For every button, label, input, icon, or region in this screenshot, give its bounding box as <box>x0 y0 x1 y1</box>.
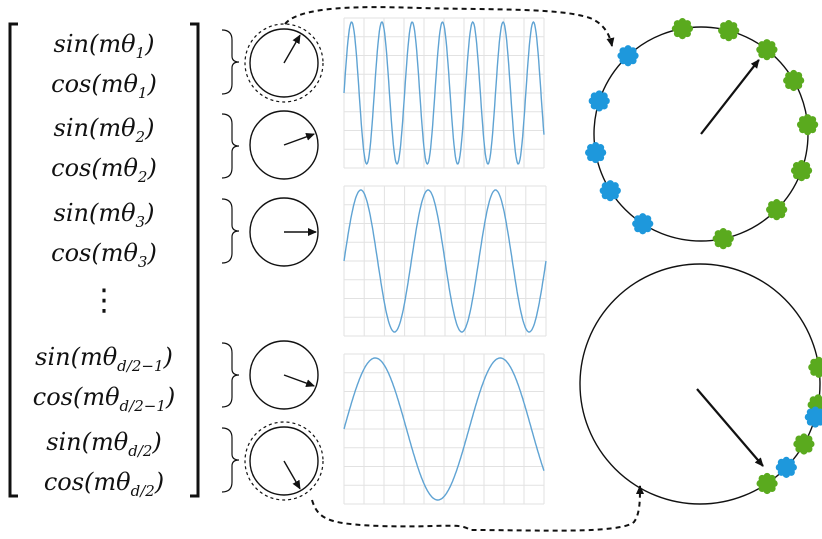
marker-core <box>810 359 822 376</box>
wave-panel <box>343 17 545 169</box>
green-marker <box>796 114 819 136</box>
pair-brace <box>221 427 240 493</box>
vector-entry: cos(mθ3) <box>51 239 157 271</box>
big-circle-top <box>585 18 819 250</box>
pair-brace <box>221 198 240 264</box>
dial-circle <box>249 340 319 410</box>
marker-core <box>720 22 737 39</box>
green-marker <box>671 18 694 40</box>
green-marker <box>712 228 734 250</box>
wave-panel <box>343 353 545 505</box>
dial-highlight-ring <box>244 421 324 501</box>
blue-marker <box>775 456 797 478</box>
green-marker <box>783 69 805 92</box>
dial-circle <box>249 426 319 496</box>
big-circles <box>579 18 822 505</box>
big-circle <box>579 263 821 505</box>
marker-core <box>768 201 785 218</box>
big-circle-arrow <box>700 59 760 135</box>
pair-braces <box>221 29 240 493</box>
blue-marker <box>804 406 822 428</box>
dial-circle <box>249 28 319 98</box>
wave-curve <box>343 189 547 333</box>
green-marker <box>756 472 778 495</box>
blue-marker <box>585 141 607 164</box>
vector-bracket-left <box>8 22 18 498</box>
dial-arrow <box>283 133 316 146</box>
marker-core <box>619 47 637 64</box>
dial-arrow <box>283 374 316 387</box>
pair-brace <box>221 29 240 95</box>
marker-core <box>795 435 813 453</box>
blue-marker <box>617 45 639 67</box>
big-circle-bottom <box>579 263 822 505</box>
marker-core <box>758 475 776 492</box>
connector-bottom-arrow <box>311 485 644 532</box>
marker-core <box>634 215 651 232</box>
vector-entry: sin(mθd/2) <box>46 428 162 460</box>
green-marker <box>790 159 813 182</box>
dial-circle <box>249 197 319 267</box>
marker-core <box>799 116 816 133</box>
marker-core <box>758 41 776 58</box>
vector-entry: sin(mθ1) <box>54 30 155 62</box>
green-marker <box>756 39 778 61</box>
connector-top-arrow <box>284 6 615 47</box>
marker-core <box>715 230 732 247</box>
rotation-dial <box>249 340 319 410</box>
marker-core <box>807 408 822 426</box>
marker-core <box>785 72 802 89</box>
rotation-dial <box>244 23 324 103</box>
green-marker <box>793 433 815 455</box>
pair-brace <box>221 113 240 179</box>
rotation-dial <box>249 197 319 267</box>
blue-marker <box>632 213 654 235</box>
vector-entry: sin(mθd/2−1) <box>35 343 173 375</box>
marker-core <box>587 144 604 161</box>
marker-core <box>674 20 691 37</box>
dial-highlight-ring <box>244 23 324 103</box>
vector-bracket-right <box>190 22 200 498</box>
green-marker <box>766 199 788 221</box>
blue-marker <box>588 90 610 112</box>
big-circle-arrow <box>696 388 764 467</box>
vector-entry: cos(mθ1) <box>51 70 157 102</box>
vertical-ellipsis: ⋮ <box>89 283 119 318</box>
marker-core <box>778 459 795 476</box>
vector-entry: cos(mθd/2) <box>44 468 164 500</box>
green-marker <box>808 356 822 378</box>
wave-panel <box>343 185 547 337</box>
pair-brace <box>221 342 240 408</box>
dial-circle <box>249 110 319 180</box>
wave-curve <box>343 20 545 166</box>
dial-arrow <box>283 34 301 64</box>
vector-entries: sin(mθ1) cos(mθ1) sin(mθ2) cos(mθ2) sin(mθ3)… <box>33 30 175 500</box>
wave-panels <box>343 17 547 505</box>
rotation-dials <box>244 23 324 501</box>
dial-arrow <box>283 460 301 490</box>
marker-core <box>591 92 608 110</box>
vector-entry: cos(mθd/2−1) <box>33 383 175 415</box>
blue-marker <box>599 180 621 202</box>
marker-core <box>793 162 810 179</box>
vector-entry: sin(mθ3) <box>54 199 155 231</box>
wave-grid <box>343 353 545 505</box>
rotation-dial <box>244 421 324 501</box>
marker-core <box>602 182 619 199</box>
green-marker <box>718 20 740 42</box>
vector-entry: sin(mθ2) <box>54 114 155 146</box>
wave-curve <box>343 357 545 501</box>
vector-entry: cos(mθ2) <box>51 154 157 186</box>
rotation-dial <box>249 110 319 180</box>
